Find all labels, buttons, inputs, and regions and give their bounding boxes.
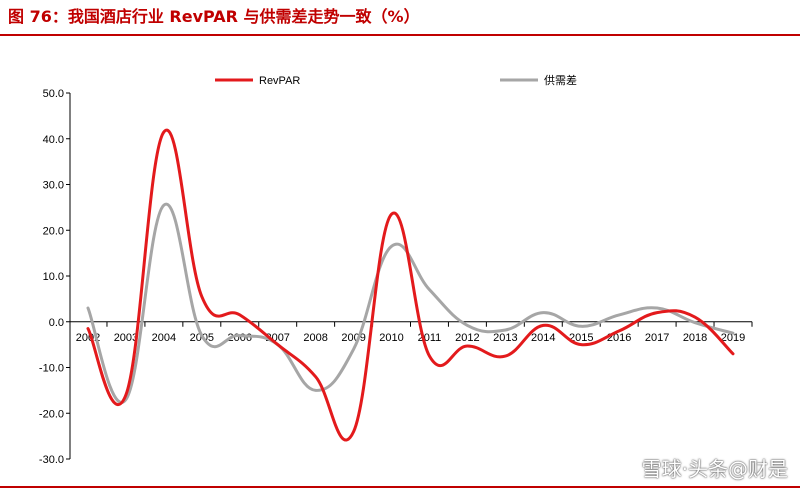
x-tick-label: 2019 <box>721 332 745 344</box>
x-tick-label: 2003 <box>114 332 138 344</box>
y-tick-label: 50.0 <box>43 88 64 100</box>
y-axis: 50.0 40.0 30.0 20.0 10.0 0.0 -10.0 -20.0 -30.0 <box>39 88 71 466</box>
y-tick-label: 40.0 <box>43 134 64 146</box>
y-tick-label: -20.0 <box>39 408 64 420</box>
y-tick-label: 30.0 <box>43 180 64 192</box>
y-tick-label: 0.0 <box>49 317 64 329</box>
figure-title: 图 76：我国酒店行业 RevPAR 与供需差走势一致（%） <box>8 7 420 26</box>
legend-supply-demand-gap-label: 供需差 <box>544 73 577 87</box>
y-tick-label: 10.0 <box>43 271 64 283</box>
x-tick-label: 2008 <box>303 332 327 344</box>
x-tick-label: 2013 <box>493 332 517 344</box>
x-tick-label: 2009 <box>341 332 365 344</box>
title-divider <box>0 34 800 36</box>
x-tick-label: 2018 <box>683 332 707 344</box>
x-tick-label: 2010 <box>379 332 403 344</box>
x-tick-label: 2004 <box>152 332 176 344</box>
x-tick-label: 2012 <box>455 332 479 344</box>
x-tick-label: 2014 <box>531 332 555 344</box>
legend-revpar-label: RevPAR <box>259 75 300 87</box>
legend: RevPAR 供需差 <box>215 73 577 87</box>
supply-demand-gap-line <box>86 202 735 404</box>
x-tick-label: 2017 <box>645 332 669 344</box>
bottom-divider <box>0 486 800 488</box>
y-tick-label: -30.0 <box>39 454 64 466</box>
x-tick-label: 2015 <box>569 332 593 344</box>
x-axis: 2002 2003 2004 2005 2006 2007 2008 2009 2010 2011… <box>70 321 753 344</box>
revpar-line <box>86 128 735 442</box>
watermark-text: 雪球·头条@财是 <box>641 457 788 481</box>
series-lines <box>86 128 735 442</box>
y-tick-label: -10.0 <box>39 363 64 375</box>
y-tick-label: 20.0 <box>43 225 64 237</box>
